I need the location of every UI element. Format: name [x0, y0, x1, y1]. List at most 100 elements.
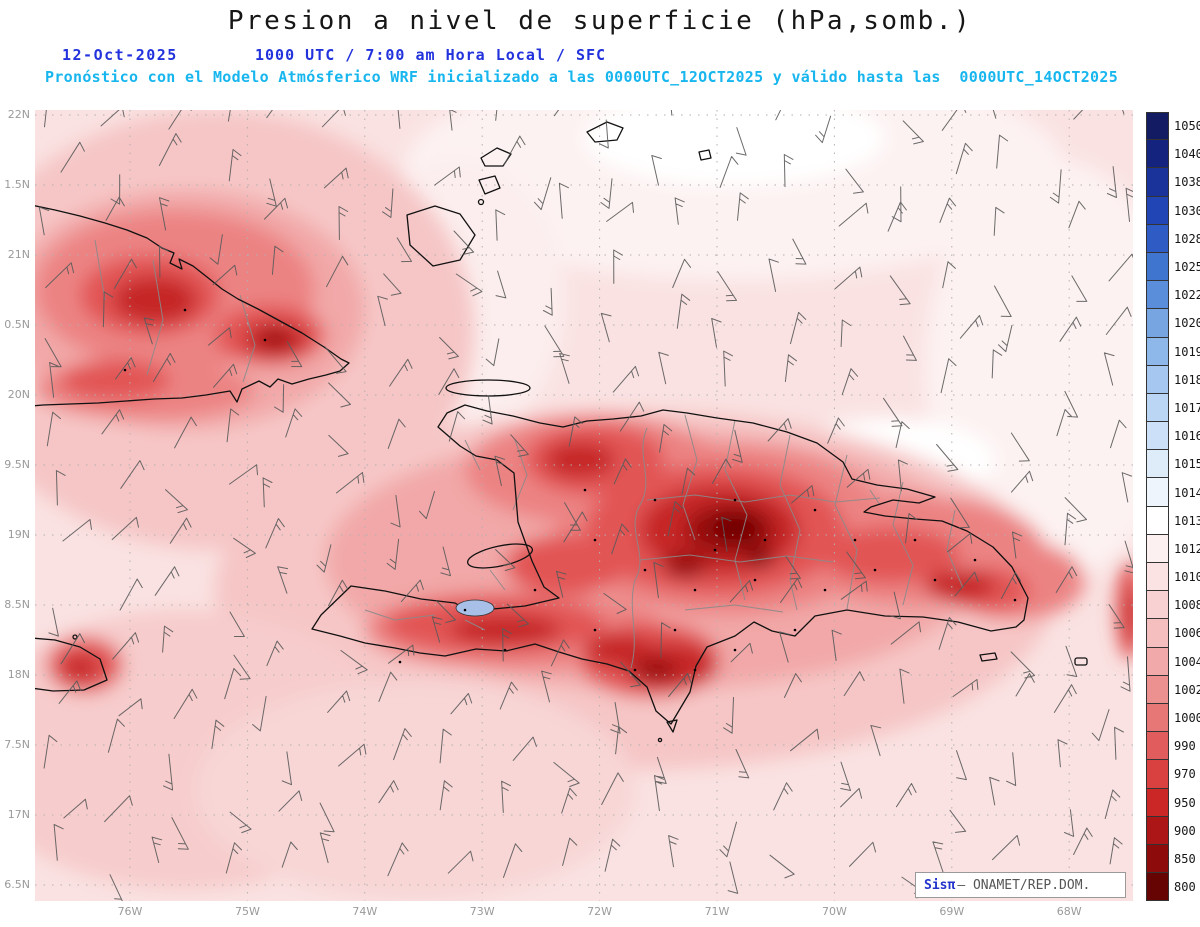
x-tick-label: 76W [117, 905, 143, 918]
colorbar-value: 1020 [1174, 316, 1200, 331]
colorbar-swatch [1146, 196, 1169, 225]
y-tick-label: 6.5N [4, 878, 30, 891]
colorbar-entry: 1018 [1146, 365, 1200, 394]
colorbar-value: 1010 [1174, 570, 1200, 585]
colorbar-value: 1014 [1174, 485, 1200, 500]
colorbar-entry: 1017 [1146, 393, 1200, 423]
x-tick-label: 72W [587, 905, 613, 918]
y-tick-label: 22N [7, 108, 30, 121]
colorbar-entry: 1004 [1146, 647, 1200, 676]
colorbar-value: 1016 [1174, 429, 1200, 444]
colorbar-value: 1006 [1174, 626, 1200, 641]
colorbar-value: 1008 [1174, 598, 1200, 613]
colorbar-entry: 800 [1146, 873, 1200, 902]
colorbar-swatch [1146, 703, 1169, 733]
colorbar-value: 1018 [1174, 372, 1200, 387]
y-tick-label: 7.5N [4, 738, 30, 751]
forecast-date: 12-Oct-2025 [62, 46, 178, 64]
y-tick-label: 0.5N [4, 318, 30, 331]
x-tick-label: 68W [1056, 905, 1082, 918]
colorbar-value: 1015 [1174, 457, 1200, 472]
colorbar-entry: 1008 [1146, 591, 1200, 620]
jamaica-coastline [35, 637, 108, 692]
colorbar-entry: 1012 [1146, 534, 1200, 563]
colorbar-entry: 900 [1146, 816, 1200, 845]
colorbar-entry: 1020 [1146, 309, 1200, 338]
colorbar-swatch [1146, 365, 1169, 394]
saona-island [979, 652, 998, 662]
colorbar-swatch [1146, 534, 1169, 563]
colorbar-swatch [1146, 816, 1169, 845]
colorbar-swatch [1146, 675, 1169, 704]
colorbar-entry: 1040 [1146, 140, 1200, 169]
colorbar-entry: 1022 [1146, 281, 1200, 310]
admin-borders [94, 239, 964, 669]
colorbar-value: 1040 [1174, 147, 1200, 162]
beata-island [666, 719, 678, 733]
colorbar-entry: 1002 [1146, 675, 1200, 704]
colorbar-swatch [1146, 506, 1169, 535]
page-title: Presion a nivel de superficie (hPa,somb.… [227, 6, 973, 36]
colorbar-value: 1019 [1174, 344, 1200, 359]
y-tick-label: 21N [7, 248, 30, 261]
colorbar-value: 1025 [1174, 260, 1200, 275]
colorbar-swatch [1146, 647, 1169, 676]
colorbar-swatch [1146, 337, 1169, 366]
pressure-colorbar: 1050 1040 1038 1030 1028 1025 1022 1020 1019 1018… [1146, 112, 1200, 902]
colorbar-value: 900 [1174, 823, 1196, 838]
colorbar-swatch [1146, 619, 1169, 648]
little-inagua-island [478, 175, 501, 195]
colorbar-swatch [1146, 140, 1169, 169]
station-dots [123, 308, 1017, 672]
watermark-brand: Sisπ [924, 877, 956, 893]
colorbar-entry: 1019 [1146, 337, 1200, 366]
valid-time-label: 1000 UTC / 7:00 am Hora Local / SFC [255, 46, 607, 64]
colorbar-swatch [1146, 393, 1169, 423]
colorbar-entry: 950 [1146, 788, 1200, 817]
colorbar-swatch [1146, 224, 1169, 253]
mona-island [1074, 657, 1088, 666]
colorbar-entry: 990 [1146, 732, 1200, 761]
colorbar-value: 1013 [1174, 513, 1200, 528]
wind-barbs-layer [38, 110, 1133, 901]
y-tick-label: 17N [7, 808, 30, 821]
x-tick-label: 70W [821, 905, 847, 918]
colorbar-entry: 1014 [1146, 478, 1200, 507]
colorbar-swatch [1146, 281, 1169, 310]
colorbar-value: 1028 [1174, 231, 1200, 246]
colorbar-value: 1017 [1174, 400, 1200, 415]
great-inagua-island [406, 205, 476, 267]
colorbar-entry: 1000 [1146, 703, 1200, 733]
tortuga-island [445, 379, 531, 397]
colorbar-value: 1002 [1174, 682, 1200, 697]
colorbar-swatch [1146, 788, 1169, 817]
colorbar-entry: 1038 [1146, 168, 1200, 197]
colorbar-entry: 1050 [1146, 112, 1200, 141]
y-tick-label: 18N [7, 668, 30, 681]
x-tick-label: 75W [234, 905, 260, 918]
colorbar-value: 850 [1174, 851, 1196, 866]
y-tick-label: 1.5N [4, 178, 30, 191]
colorbar-swatch [1146, 732, 1169, 761]
colorbar-entry: 1006 [1146, 619, 1200, 648]
colorbar-value: 950 [1174, 795, 1196, 810]
colorbar-value: 1038 [1174, 175, 1200, 190]
lake-enriquillo [455, 599, 495, 617]
colorbar-entry: 1028 [1146, 224, 1200, 253]
colorbar-swatch [1146, 760, 1169, 789]
colorbar-entry: 1016 [1146, 422, 1200, 451]
colorbar-swatch [1146, 873, 1169, 902]
colorbar-value: 1050 [1174, 119, 1200, 134]
colorbar-value: 970 [1174, 767, 1196, 782]
colorbar-swatch [1146, 591, 1169, 620]
colorbar-value: 1030 [1174, 203, 1200, 218]
x-tick-label: 71W [704, 905, 730, 918]
y-tick-label: 19N [7, 528, 30, 541]
map-svg [35, 110, 1133, 901]
map-canvas [35, 110, 1133, 901]
turks-islands [698, 149, 712, 161]
colorbar-entry: 850 [1146, 844, 1200, 874]
y-tick-label: 9.5N [4, 458, 30, 471]
colorbar-swatch [1146, 252, 1169, 282]
